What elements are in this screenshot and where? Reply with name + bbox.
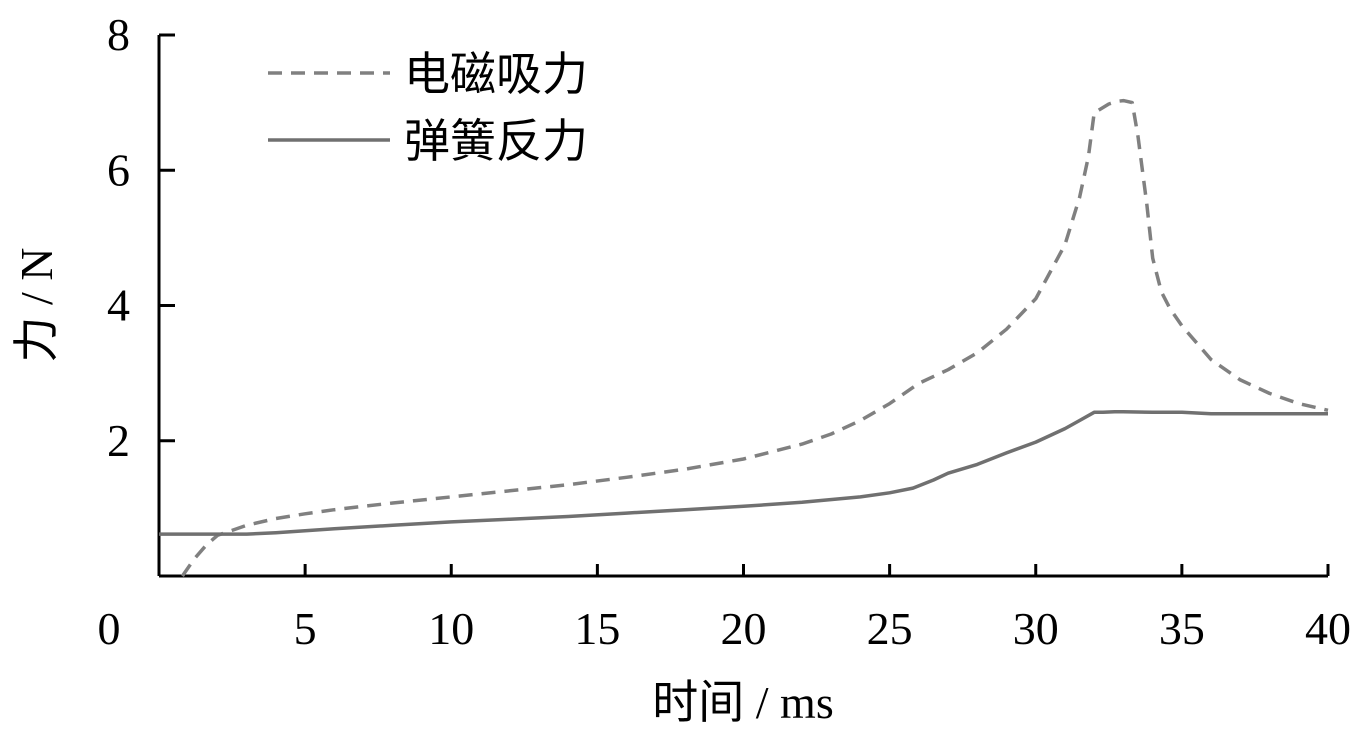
series-line-electromagnetic-force bbox=[180, 98, 1329, 577]
y-tick-label: 8 bbox=[107, 9, 130, 60]
axes bbox=[157, 35, 1328, 578]
x-tick-label: 35 bbox=[1159, 603, 1205, 654]
y-tick-label: 4 bbox=[107, 280, 130, 331]
x-tick-label: 40 bbox=[1305, 603, 1351, 654]
y-tick-label: 6 bbox=[107, 144, 130, 195]
x-tick-label: 30 bbox=[1013, 603, 1059, 654]
series-line-spring-force bbox=[159, 409, 1328, 536]
y-axis-ticks: 2 4 6 8 bbox=[107, 9, 175, 466]
x-axis-title: 时间 / ms bbox=[652, 677, 833, 728]
x-tick-label: 10 bbox=[428, 603, 474, 654]
legend-label-spring-force: 弹簧反力 bbox=[404, 116, 588, 167]
x-axis-ticks: 0 5 10 15 20 25 30 35 40 bbox=[98, 564, 1351, 654]
x-tick-label: 25 bbox=[867, 603, 913, 654]
y-tick-label: 2 bbox=[107, 415, 130, 466]
x-tick-label: 20 bbox=[721, 603, 767, 654]
legend-label-electromagnetic-force: 电磁吸力 bbox=[404, 49, 588, 100]
legend: 电磁吸力 弹簧反力 bbox=[268, 49, 588, 167]
series-layer bbox=[159, 98, 1329, 577]
x-tick-label: 0 bbox=[98, 603, 121, 654]
y-axis-title: 力 / N bbox=[11, 248, 62, 363]
x-tick-label: 15 bbox=[574, 603, 620, 654]
x-tick-label: 5 bbox=[294, 603, 317, 654]
